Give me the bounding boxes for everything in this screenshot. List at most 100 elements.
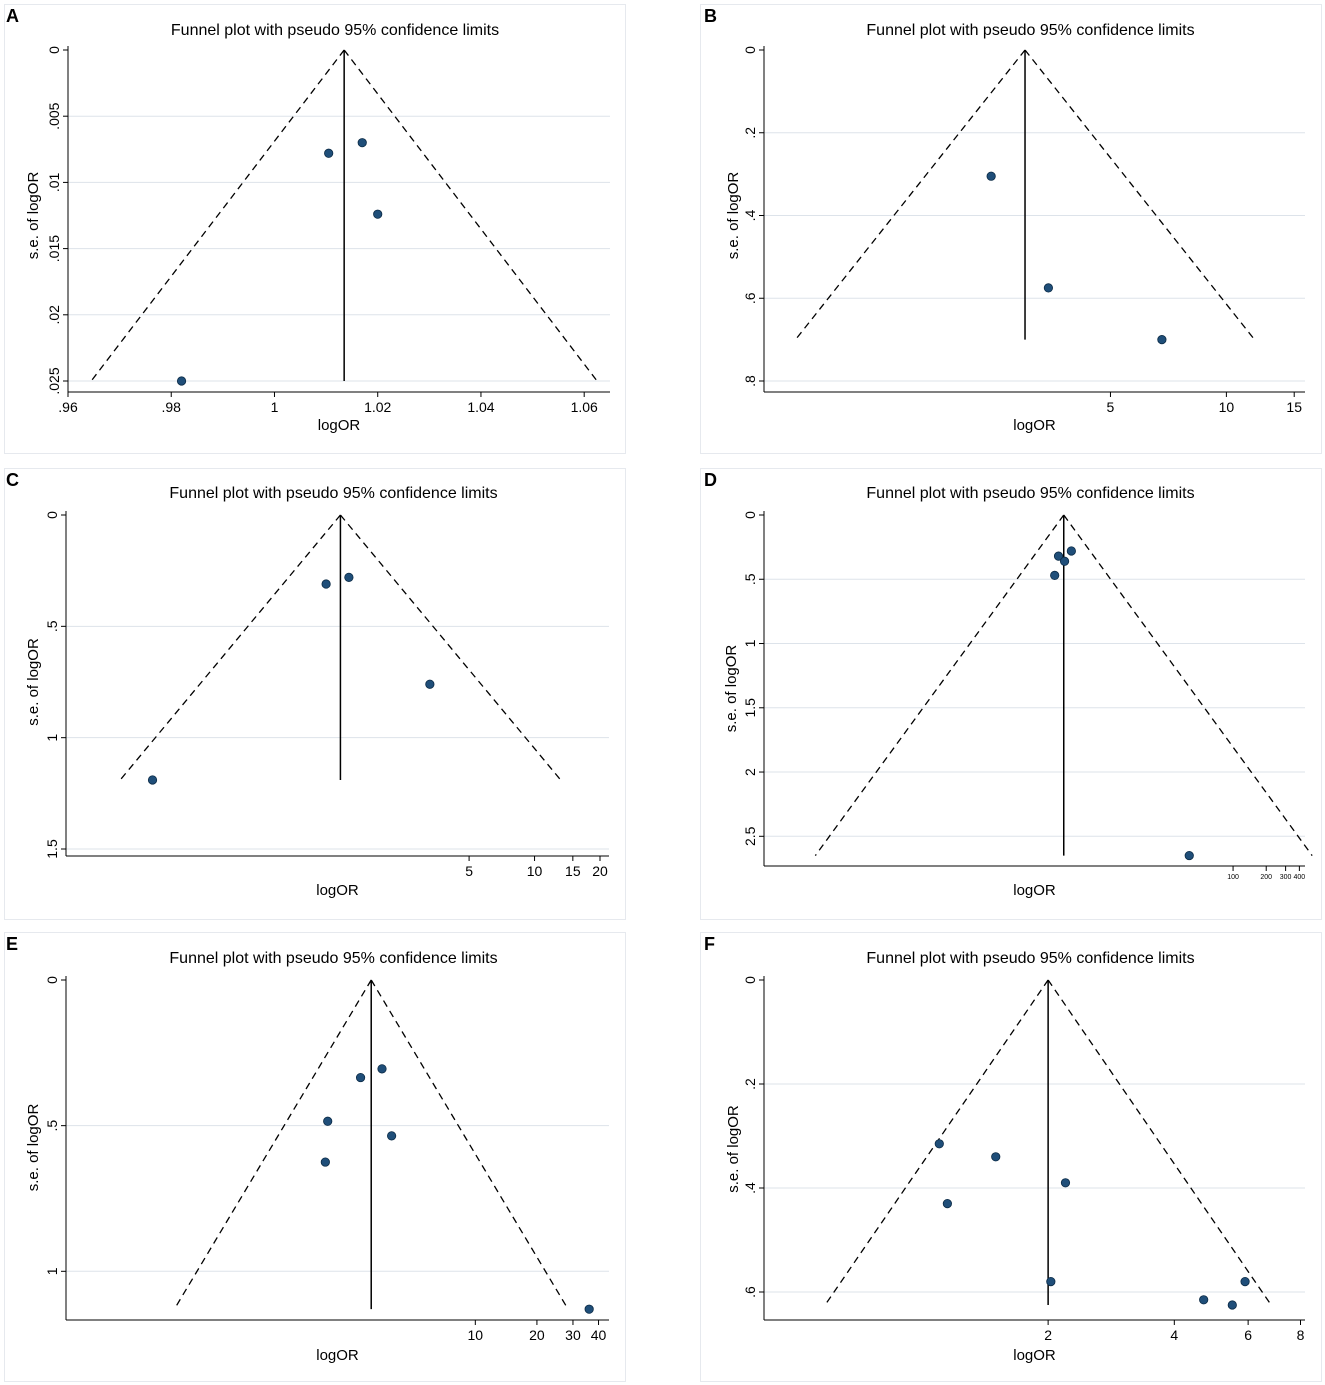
y-axis-title-d: s.e. of logOR bbox=[723, 645, 740, 733]
study-point-f bbox=[1227, 1300, 1237, 1310]
y-tick-label-d: 1 bbox=[742, 639, 758, 647]
chart-d: 0 .5 1 1.5 2 2.5 100 200 300 400 Funnel plot with … bbox=[723, 485, 1313, 899]
study-point-c bbox=[147, 775, 158, 785]
y-tick-label-b: 0 bbox=[742, 46, 758, 54]
panel-label-a: A bbox=[6, 6, 19, 26]
study-point-f bbox=[991, 1152, 1001, 1162]
study-point-d bbox=[1053, 551, 1064, 561]
x-tick-label-a: 1.04 bbox=[467, 399, 494, 415]
study-point-a bbox=[357, 138, 367, 148]
y-tick-label-c: .5 bbox=[44, 620, 60, 632]
chart-c: 0 .5 1 1.5 5 10 15 20 Funnel plot with pseudo 95… bbox=[25, 485, 609, 899]
x-tick-label-a: .96 bbox=[58, 399, 78, 415]
y-tick-label-b: .8 bbox=[742, 375, 758, 387]
x-tick-label-f: 8 bbox=[1297, 1327, 1305, 1343]
x-tick-label-b: 5 bbox=[1107, 399, 1115, 415]
y-tick-label-c: 1.5 bbox=[44, 839, 60, 859]
y-tick-label-a: .02 bbox=[46, 305, 62, 325]
study-point-f bbox=[942, 1199, 952, 1209]
panel-frame-f bbox=[700, 932, 1322, 1382]
panel-frame-a bbox=[4, 4, 626, 454]
study-point-b bbox=[1043, 283, 1053, 293]
x-tick-label-b: 15 bbox=[1286, 399, 1302, 415]
x-tick-label-d: 200 bbox=[1260, 874, 1272, 881]
x-tick-label-e: 40 bbox=[591, 1327, 607, 1343]
y-tick-label-d: 1.5 bbox=[742, 698, 758, 718]
study-point-c bbox=[344, 572, 354, 582]
chart-a: 0 .005 .01 .015 .02 .025 .96 .98 1 1.02 1.04 1.06 Fu… bbox=[25, 22, 610, 434]
x-tick-label-d: 100 bbox=[1227, 874, 1239, 881]
study-point-a bbox=[373, 209, 383, 219]
lower-confidence-limit-e bbox=[173, 979, 372, 1310]
x-tick-label-b: 10 bbox=[1219, 399, 1235, 415]
lower-confidence-limit-d bbox=[814, 514, 1065, 856]
y-tick-label-f: 0 bbox=[742, 976, 758, 984]
upper-confidence-limit-b bbox=[1024, 49, 1256, 341]
y-tick-label-a: .005 bbox=[46, 102, 62, 129]
chart-e: 0 .5 1 10 20 30 40 Funnel plot with pseudo 95% … bbox=[25, 950, 609, 1364]
y-tick-label-d: 2 bbox=[742, 768, 758, 776]
x-tick-label-d: 300 bbox=[1280, 874, 1292, 881]
x-axis-title-f: logOR bbox=[1013, 1347, 1056, 1364]
y-tick-label-f: .2 bbox=[742, 1078, 758, 1090]
y-tick-label-a: .015 bbox=[46, 235, 62, 262]
lower-confidence-limit-b bbox=[795, 49, 1026, 341]
study-point-e bbox=[320, 1157, 330, 1167]
x-axis-title-b: logOR bbox=[1013, 417, 1056, 434]
study-point-f bbox=[934, 1139, 944, 1149]
x-tick-label-d: 400 bbox=[1294, 874, 1306, 881]
upper-confidence-limit-d bbox=[1063, 514, 1313, 856]
y-axis-title-f: s.e. of logOR bbox=[725, 1105, 742, 1193]
lower-confidence-limit-a bbox=[90, 49, 345, 382]
study-point-f bbox=[1199, 1295, 1209, 1305]
y-tick-label-d: 0 bbox=[742, 511, 758, 519]
study-point-f bbox=[1060, 1178, 1071, 1188]
study-point-b bbox=[1157, 335, 1167, 345]
y-tick-label-f: .6 bbox=[742, 1286, 758, 1298]
chart-title-a: Funnel plot with pseudo 95% confidence l… bbox=[171, 22, 499, 39]
study-point-e bbox=[355, 1072, 366, 1083]
chart-title-e: Funnel plot with pseudo 95% confidence l… bbox=[169, 950, 497, 967]
study-point-e bbox=[323, 1116, 333, 1126]
y-axis-title-b: s.e. of logOR bbox=[725, 172, 742, 260]
y-axis-title-e: s.e. of logOR bbox=[25, 1104, 42, 1192]
study-point-d bbox=[1059, 556, 1070, 566]
study-point-d bbox=[1184, 850, 1194, 861]
y-tick-label-a: 0 bbox=[46, 46, 62, 54]
x-axis-title-e: logOR bbox=[316, 1347, 359, 1364]
chart-f: 0 .2 .4 .6 2 4 6 8 Funnel plot with pseudo 95% c… bbox=[725, 950, 1305, 1364]
y-tick-label-c: 1 bbox=[44, 734, 60, 742]
x-axis-title-a: logOR bbox=[318, 417, 361, 434]
y-axis-title-c: s.e. of logOR bbox=[25, 638, 42, 726]
study-point-e bbox=[584, 1304, 594, 1314]
y-tick-label-a: .01 bbox=[46, 172, 62, 192]
y-tick-label-e: 0 bbox=[44, 976, 60, 984]
x-axis-title-c: logOR bbox=[316, 882, 359, 899]
upper-confidence-limit-c bbox=[339, 514, 562, 781]
lower-confidence-limit-c bbox=[119, 514, 341, 781]
upper-confidence-limit-f bbox=[1047, 979, 1272, 1306]
y-tick-label-f: .4 bbox=[742, 1182, 758, 1194]
y-axis-title-a: s.e. of logOR bbox=[25, 172, 42, 260]
study-point-a bbox=[324, 148, 334, 158]
x-tick-label-f: 4 bbox=[1170, 1327, 1178, 1343]
panel-frame-e bbox=[4, 932, 626, 1382]
study-point-e bbox=[377, 1064, 387, 1074]
x-tick-label-a: 1 bbox=[271, 399, 279, 415]
x-tick-label-e: 30 bbox=[565, 1327, 581, 1343]
x-tick-label-a: .98 bbox=[162, 399, 182, 415]
panel-label-f: F bbox=[704, 934, 715, 954]
study-point-a bbox=[176, 376, 187, 386]
y-tick-label-a: .025 bbox=[46, 367, 62, 394]
study-point-c bbox=[425, 679, 435, 689]
x-tick-label-c: 10 bbox=[527, 863, 543, 879]
chart-title-c: Funnel plot with pseudo 95% confidence l… bbox=[169, 485, 497, 502]
study-point-e bbox=[387, 1131, 397, 1141]
y-tick-label-e: .5 bbox=[44, 1120, 60, 1132]
chart-title-b: Funnel plot with pseudo 95% confidence l… bbox=[866, 22, 1194, 39]
x-tick-label-c: 20 bbox=[592, 863, 608, 879]
y-tick-label-d: .5 bbox=[742, 573, 758, 585]
study-point-c bbox=[321, 579, 331, 589]
study-point-b bbox=[986, 171, 996, 181]
